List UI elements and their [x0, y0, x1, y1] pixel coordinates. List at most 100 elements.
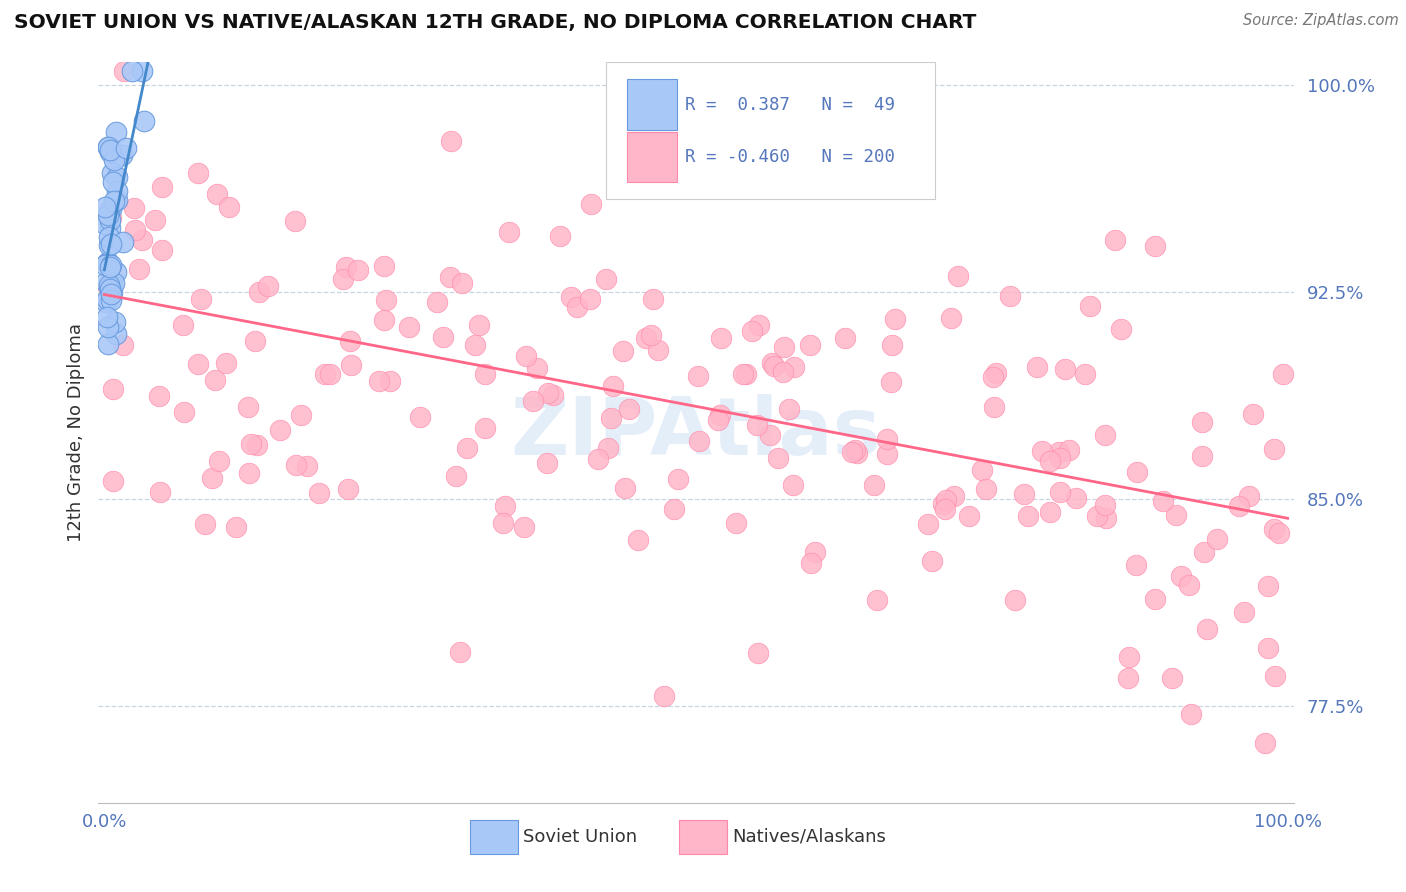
Point	[845, 446, 868, 460]
Point	[440, 134, 463, 148]
Text: Source: ZipAtlas.com: Source: ZipAtlas.com	[1243, 13, 1399, 29]
Point	[1170, 568, 1192, 582]
Point	[98, 221, 121, 235]
Point	[122, 201, 145, 215]
Point	[834, 331, 856, 345]
Point	[335, 260, 357, 274]
Point	[1125, 558, 1147, 573]
Point	[1095, 511, 1118, 525]
Point	[100, 278, 122, 293]
Point	[100, 285, 122, 300]
Point	[935, 492, 957, 507]
Point	[238, 401, 260, 415]
Point	[474, 421, 496, 435]
Point	[641, 293, 664, 307]
Point	[1180, 707, 1202, 722]
Point	[981, 370, 1004, 384]
Point	[96, 280, 118, 294]
Point	[1026, 359, 1049, 374]
Point	[1191, 449, 1213, 463]
Point	[537, 386, 560, 401]
Point	[464, 338, 486, 352]
Point	[492, 516, 515, 531]
FancyBboxPatch shape	[606, 62, 935, 200]
Point	[876, 447, 898, 461]
Point	[541, 388, 564, 402]
Point	[98, 229, 121, 244]
Point	[96, 275, 118, 289]
Point	[745, 417, 768, 432]
Point	[725, 516, 748, 531]
Point	[548, 229, 571, 244]
Point	[939, 311, 962, 326]
Point	[1263, 522, 1285, 536]
Point	[536, 456, 558, 470]
Point	[450, 277, 472, 291]
Point	[1031, 443, 1053, 458]
Point	[112, 63, 135, 78]
Point	[1253, 736, 1275, 750]
Point	[208, 454, 231, 468]
Point	[134, 113, 156, 128]
FancyBboxPatch shape	[627, 132, 676, 182]
Point	[315, 367, 337, 381]
Point	[1237, 489, 1260, 503]
Point	[96, 255, 118, 269]
Point	[398, 320, 420, 334]
Point	[581, 197, 603, 211]
Point	[560, 290, 582, 304]
Point	[741, 324, 763, 338]
Point	[97, 319, 120, 334]
Point	[1017, 508, 1039, 523]
Point	[921, 554, 943, 568]
Point	[257, 278, 280, 293]
Point	[1143, 592, 1166, 607]
Point	[97, 140, 120, 154]
Point	[308, 486, 330, 500]
Point	[319, 368, 342, 382]
Point	[432, 330, 454, 344]
Point	[972, 463, 994, 477]
Point	[602, 379, 624, 393]
Point	[104, 315, 127, 329]
Point	[98, 213, 121, 227]
Point	[983, 401, 1005, 415]
Point	[498, 225, 520, 239]
Point	[96, 310, 118, 324]
Point	[124, 223, 146, 237]
Point	[239, 437, 262, 451]
Point	[600, 410, 623, 425]
Point	[207, 187, 229, 202]
Point	[332, 272, 354, 286]
Point	[269, 423, 291, 437]
Text: R =  0.387   N =  49: R = 0.387 N = 49	[685, 95, 896, 113]
Point	[346, 263, 368, 277]
Point	[1078, 299, 1101, 313]
Point	[98, 143, 121, 157]
Point	[595, 271, 617, 285]
Point	[380, 374, 402, 388]
Point	[105, 193, 128, 207]
Point	[339, 334, 361, 348]
FancyBboxPatch shape	[470, 820, 517, 854]
Point	[984, 366, 1007, 380]
Point	[1197, 622, 1219, 636]
Point	[1053, 362, 1076, 376]
Point	[426, 295, 449, 310]
Point	[942, 490, 965, 504]
Point	[97, 208, 120, 222]
Point	[1194, 545, 1216, 559]
Point	[747, 646, 769, 660]
Point	[1047, 445, 1070, 459]
Point	[515, 349, 537, 363]
Point	[614, 481, 637, 495]
Point	[100, 287, 122, 301]
Point	[666, 472, 689, 486]
Point	[1268, 526, 1291, 541]
Point	[884, 312, 907, 326]
Point	[494, 499, 516, 513]
Point	[1152, 494, 1174, 508]
Point	[215, 356, 238, 370]
Point	[917, 517, 939, 532]
Point	[152, 180, 174, 194]
